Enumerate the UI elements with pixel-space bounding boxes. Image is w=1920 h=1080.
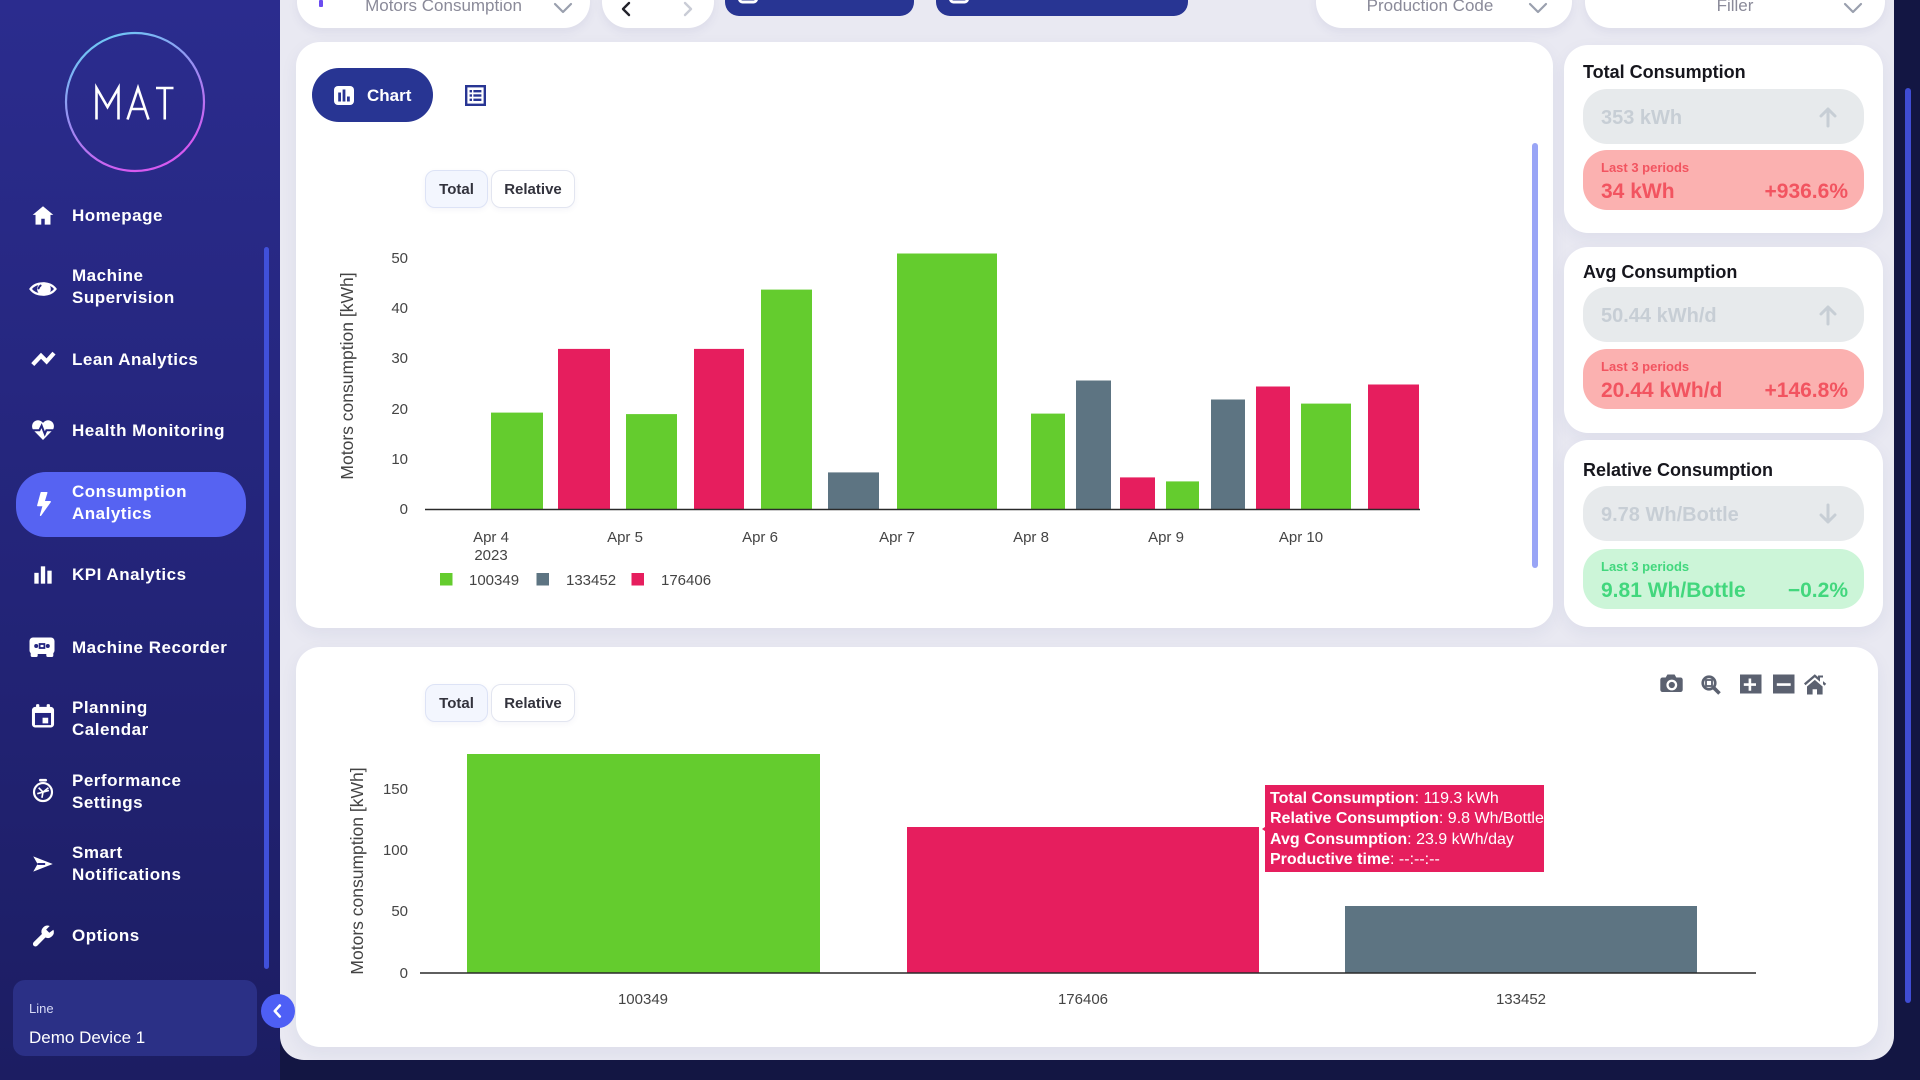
svg-text:Apr 8: Apr 8 (1013, 529, 1049, 546)
svg-text:Apr 7: Apr 7 (879, 529, 915, 546)
svg-text:100349: 100349 (618, 991, 668, 1008)
svg-text:Motors consumption [kWh]: Motors consumption [kWh] (337, 272, 357, 479)
svg-text:Apr 6: Apr 6 (742, 529, 778, 546)
svg-text:50: 50 (391, 903, 408, 920)
svg-text:2023: 2023 (474, 547, 507, 564)
svg-text:50: 50 (391, 250, 408, 267)
svg-text:20: 20 (391, 401, 408, 418)
svg-text:Motors consumption [kWh]: Motors consumption [kWh] (347, 767, 367, 974)
svg-text:Apr 9: Apr 9 (1148, 529, 1184, 546)
svg-text:176406: 176406 (661, 572, 711, 589)
svg-text:150: 150 (383, 781, 408, 798)
svg-text:Apr 10: Apr 10 (1279, 529, 1323, 546)
svg-text:133452: 133452 (566, 572, 616, 589)
svg-text:Apr 4: Apr 4 (473, 529, 509, 546)
svg-text:0: 0 (400, 965, 408, 982)
svg-text:10: 10 (391, 451, 408, 468)
svg-text:30: 30 (391, 350, 408, 367)
svg-text:Apr 5: Apr 5 (607, 529, 643, 546)
svg-text:100: 100 (383, 842, 408, 859)
svg-text:100349: 100349 (469, 572, 519, 589)
svg-text:176406: 176406 (1058, 991, 1108, 1008)
svg-text:133452: 133452 (1496, 991, 1546, 1008)
svg-text:0: 0 (400, 501, 408, 518)
svg-text:40: 40 (391, 300, 408, 317)
